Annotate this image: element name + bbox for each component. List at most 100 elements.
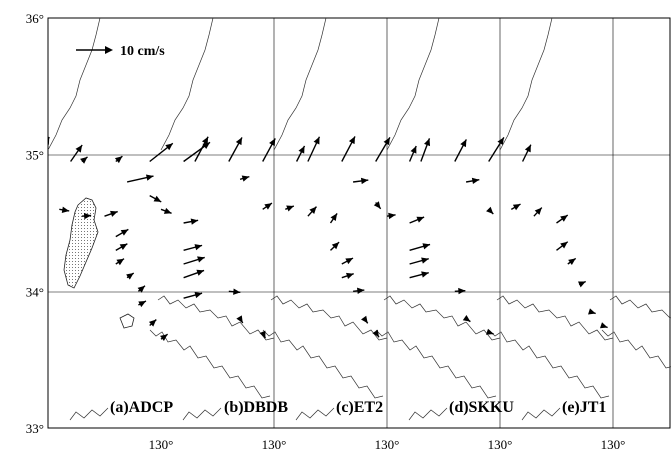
vector-arrowhead	[61, 206, 70, 213]
coastline-segment	[383, 295, 501, 341]
vector-arrowhead	[153, 195, 162, 202]
vector-arrowhead	[138, 301, 146, 308]
vector-arrowhead	[372, 329, 379, 338]
coastline-segment	[386, 18, 440, 151]
x-tick-label: 130°	[375, 437, 400, 452]
vector-arrowhead	[148, 319, 157, 327]
y-tick-label: 33°	[26, 421, 44, 436]
gridlines	[48, 18, 670, 428]
vector-arrowhead	[534, 207, 542, 215]
plot-frame	[47, 17, 671, 429]
vector-arrowhead	[163, 207, 172, 214]
vector-arrowhead	[330, 213, 338, 222]
panel-label: (d)SKKU	[449, 399, 514, 416]
coastline-segment	[488, 329, 610, 399]
vector-arrowhead	[13, 176, 20, 182]
vector-arrowhead	[345, 258, 354, 265]
vector-arrowhead	[119, 243, 128, 250]
coastline-segment	[160, 18, 214, 151]
x-tick-label: 130°	[149, 437, 174, 452]
panel-label: (c)ET2	[336, 399, 383, 416]
vector-arrowhead	[126, 273, 134, 280]
vector-shaft	[14, 178, 21, 179]
vector-arrowhead	[410, 145, 417, 154]
vector-arrowhead	[578, 281, 586, 288]
island-outline	[63, 197, 99, 289]
coastline-segment	[295, 407, 335, 421]
vector-shaft	[3, 136, 15, 161]
vector-arrowhead	[160, 334, 168, 341]
vector-arrowhead	[259, 330, 266, 339]
coastline-segment	[69, 407, 109, 421]
vector-arrowhead	[373, 201, 381, 209]
vector-arrowhead	[35, 208, 42, 215]
vector-arrowhead	[346, 272, 354, 279]
coastline-segment	[149, 329, 271, 399]
vector-arrowhead	[309, 206, 317, 214]
vector-arrowhead	[588, 308, 596, 315]
vector-arrowhead	[190, 218, 199, 225]
y-tick-labels: 33° 34° 35° 36°	[26, 11, 44, 436]
vector-arrowhead	[421, 271, 429, 278]
vector-arrowhead	[241, 175, 250, 182]
coastline-segment	[48, 18, 101, 151]
y-tick-label: 36°	[26, 11, 44, 26]
panel-coastline	[273, 18, 501, 421]
scale-arrowhead	[105, 46, 113, 54]
coastline-segment	[496, 295, 614, 341]
vector-arrowhead	[421, 257, 429, 264]
vector-arrowhead	[269, 138, 276, 147]
vector-arrowhead	[383, 137, 390, 146]
coastline-segment	[521, 407, 561, 421]
vector-arrowhead	[120, 229, 129, 236]
vector-arrowhead	[599, 322, 608, 329]
vector-arrowhead	[194, 291, 203, 299]
coastline-segment	[157, 295, 275, 341]
vector-arrowhead	[361, 315, 368, 324]
vector-arrowhead	[286, 205, 294, 212]
vector-arrowhead	[233, 288, 241, 295]
vector-arrowhead	[331, 242, 340, 250]
vector-arrowhead	[264, 203, 272, 210]
panel-label: (e)JT1	[562, 399, 606, 416]
vector-arrowhead	[116, 258, 125, 266]
vector-arrowhead	[235, 137, 242, 146]
panel-labels: (a)ADCP (b)DBDB (c)ET2 (d)SKKU (e)JT1	[110, 399, 606, 416]
vector-shaft	[37, 209, 43, 215]
vector-arrowhead	[497, 137, 504, 146]
coastline-segment	[375, 329, 497, 399]
vector-arrowhead	[458, 287, 466, 295]
vector-arrowhead	[298, 145, 305, 154]
coastline-segment	[408, 407, 448, 421]
vector-arrowhead	[422, 243, 431, 250]
scale-arrow-group: 10 cm/s	[76, 44, 165, 59]
vector-arrowhead	[145, 174, 154, 181]
vector-arrowhead	[485, 328, 494, 335]
vector-arrowhead	[560, 241, 568, 249]
panel-label: (a)ADCP	[110, 399, 173, 416]
vector-arrowhead	[360, 177, 369, 185]
vector-arrowhead	[348, 136, 355, 145]
vector-arrowhead	[356, 287, 365, 295]
panel-coastline	[499, 18, 671, 421]
y-tick-label: 34°	[26, 284, 44, 299]
panel-label: (b)DBDB	[224, 399, 288, 416]
vector-arrowhead	[462, 315, 471, 322]
vector-arrowhead	[236, 315, 243, 323]
vector-arrowhead	[80, 156, 88, 164]
x-tick-labels: 130° 130° 130° 130° 130°	[149, 437, 626, 452]
coastline-segment	[609, 295, 671, 319]
vector-arrowhead	[313, 136, 320, 145]
coastline-segment	[182, 407, 222, 421]
coastline-segment	[499, 18, 553, 151]
vector-arrowhead	[512, 204, 521, 211]
vector-arrowhead	[165, 143, 173, 151]
vector-arrowhead	[201, 136, 209, 145]
panel-coastline	[386, 18, 614, 421]
vector-arrowhead	[388, 212, 396, 220]
coastline-segment	[601, 329, 671, 369]
vector-arrowhead	[416, 216, 425, 223]
scale-label: 10 cm/s	[120, 44, 165, 59]
vector-arrowhead	[194, 244, 203, 251]
vector-arrowhead	[75, 145, 83, 153]
